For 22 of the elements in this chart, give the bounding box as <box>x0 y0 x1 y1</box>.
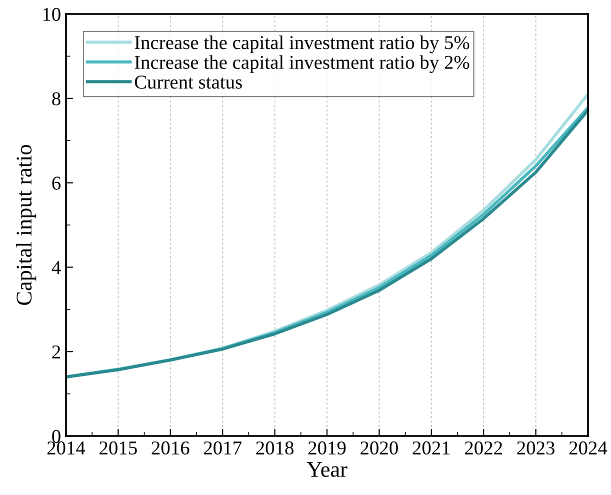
x-tick-label: 2020 <box>360 441 398 455</box>
y-axis-title: Capital input ratio <box>16 145 36 305</box>
x-tick-label: 2017 <box>204 441 242 455</box>
y-tick-label: 4 <box>52 261 61 274</box>
x-tick-label: 2024 <box>569 441 608 455</box>
y-tick-label: 10 <box>43 8 60 21</box>
x-tick-label: 2018 <box>256 441 294 455</box>
x-axis-title: Year <box>306 462 348 477</box>
x-tick-label: 2014 <box>47 441 86 455</box>
x-tick-label: 2023 <box>517 441 554 455</box>
y-tick-label: 2 <box>52 345 60 358</box>
x-tick-label: 2019 <box>308 441 346 455</box>
x-tick-label: 2016 <box>152 441 190 455</box>
legend-label: Current status <box>134 76 242 89</box>
x-tick-label: 2015 <box>100 441 137 455</box>
legend-label: Increase the capital investment ratio by 5% <box>134 36 470 54</box>
y-tick-label: 0 <box>52 430 60 443</box>
legend-label: Increase the capital investment ratio by 2% <box>134 55 470 73</box>
y-tick-label: 6 <box>52 176 61 190</box>
x-tick-label: 2022 <box>465 441 502 455</box>
y-tick-label: 8 <box>52 92 60 106</box>
x-tick-label: 2021 <box>412 441 450 455</box>
